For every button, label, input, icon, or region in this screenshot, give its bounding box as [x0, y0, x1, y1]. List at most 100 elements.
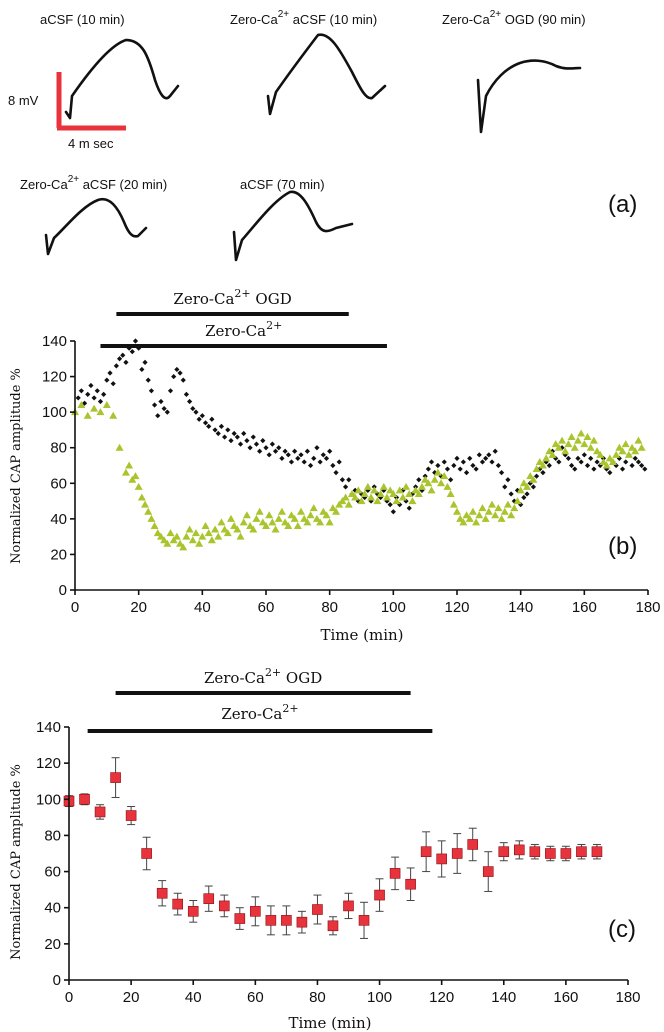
data-point-triangle: [367, 493, 376, 501]
data-point-triangle: [363, 482, 372, 490]
data-point-diamond: [85, 391, 91, 397]
data-point-triangle: [532, 465, 541, 473]
data-point-diamond: [492, 448, 498, 454]
data-point-diamond: [403, 498, 409, 504]
data-point-triangle: [198, 532, 207, 540]
data-point-diamond: [470, 462, 476, 469]
data-point-triangle: [370, 486, 379, 494]
data-point-diamond: [333, 470, 339, 476]
data-point-triangle: [271, 525, 280, 533]
x-tick-label: 20: [123, 989, 140, 1006]
cap-trace-zero-ca-acsf-10: [266, 33, 387, 116]
treatment-bar-label: Zero-Ca2+: [221, 702, 298, 723]
data-point-diamond: [123, 359, 129, 365]
data-point-triangle: [360, 489, 369, 497]
panel-label-c: (c): [608, 916, 636, 943]
data-point-diamond: [276, 445, 282, 451]
data-point-triangle: [414, 489, 423, 497]
x-tick-label: 100: [381, 599, 406, 616]
data-point-triangle: [462, 511, 471, 519]
data-point-triangle: [268, 518, 277, 526]
data-point-triangle: [567, 433, 576, 441]
data-point-diamond: [113, 363, 119, 369]
x-tick-label: 180: [615, 989, 640, 1006]
data-point-mean: [296, 916, 308, 928]
x-tick-label: 40: [185, 989, 202, 1006]
data-point-triangle: [176, 539, 185, 547]
data-point-mean: [312, 904, 323, 915]
data-point-triangle: [427, 486, 436, 494]
data-point-diamond: [483, 455, 489, 461]
data-point-diamond: [323, 455, 330, 461]
data-point-diamond: [562, 452, 568, 458]
y-axis-label: Normalized CAP amplitude %: [9, 368, 24, 564]
data-point-triangle: [500, 507, 509, 515]
data-point-mean: [514, 844, 525, 856]
data-point-diamond: [311, 455, 317, 461]
data-point-diamond: [148, 388, 154, 394]
data-point-triangle: [624, 450, 633, 458]
data-point-triangle: [503, 500, 512, 508]
data-point-diamond: [441, 459, 447, 465]
data-point-triangle: [163, 539, 172, 547]
data-point-diamond: [448, 477, 454, 483]
data-point-diamond: [495, 462, 501, 469]
data-point-triangle: [615, 443, 624, 451]
y-tick-label: 0: [59, 582, 67, 599]
data-point-diamond: [508, 491, 514, 497]
data-point-mean: [187, 906, 199, 917]
data-point-triangle: [468, 507, 477, 515]
data-point-diamond: [368, 498, 374, 504]
data-point-diamond: [336, 459, 342, 465]
data-point-triangle: [262, 521, 270, 529]
data-point-diamond: [352, 487, 358, 493]
data-point-diamond: [607, 470, 613, 476]
data-point-diamond: [553, 455, 559, 461]
data-point-diamond: [298, 452, 304, 458]
panel-c-chart: Zero-Ca2+ OGD Zero-Ca2+ 0 20 40 60 80 100 120 14…: [9, 666, 641, 1032]
data-point-diamond: [584, 462, 591, 469]
data-point-diamond: [295, 455, 301, 461]
data-point-triangle: [430, 475, 439, 483]
data-point-diamond: [330, 462, 336, 469]
data-point-triangle: [488, 500, 497, 508]
panel-b-chart: Zero-Ca2+ OGD Zero-Ca2+ 0 20 40 60 80 100 120 14…: [9, 287, 661, 644]
data-point-triangle: [217, 518, 226, 526]
data-point-diamond: [225, 427, 231, 433]
data-point-mean: [451, 848, 463, 859]
data-point-triangle: [335, 500, 344, 508]
data-point-triangle: [182, 532, 191, 540]
data-point-diamond: [498, 470, 505, 476]
data-point-triangle: [309, 504, 318, 512]
data-point-triangle: [478, 504, 487, 512]
panel-label-b: (b): [608, 533, 637, 560]
data-point-diamond: [199, 413, 205, 419]
data-point-diamond: [206, 423, 212, 429]
data-point-triangle: [316, 518, 325, 526]
data-point-triangle: [542, 454, 551, 462]
x-axis-label: Time (min): [288, 1014, 371, 1032]
y-tick-label: 0: [53, 972, 61, 989]
data-point-triangle: [83, 411, 92, 419]
data-point-triangle: [580, 440, 589, 448]
data-point-diamond: [145, 377, 151, 383]
data-point-triangle: [465, 514, 474, 522]
x-tick-label: 0: [71, 599, 79, 616]
data-point-triangle: [121, 468, 130, 476]
data-point-diamond: [556, 459, 562, 465]
data-point-diamond: [136, 345, 142, 351]
data-point-diamond: [126, 345, 132, 351]
y-tick-label: 120: [36, 755, 61, 772]
data-point-mean: [234, 913, 246, 924]
data-point-mean: [172, 898, 183, 910]
x-tick-label: 140: [508, 599, 533, 616]
data-point-triangle: [398, 493, 407, 501]
treatment-bar-label: Zero-Ca2+: [205, 319, 282, 340]
data-point-triangle: [510, 504, 519, 512]
x-tick-label: 20: [130, 599, 147, 616]
treatment-bars: Zero-Ca2+ OGD Zero-Ca2+: [100, 287, 387, 348]
data-points: [71, 338, 648, 551]
data-point-triangle: [290, 514, 299, 522]
data-point-triangle: [351, 493, 360, 501]
data-point-triangle: [179, 543, 188, 551]
